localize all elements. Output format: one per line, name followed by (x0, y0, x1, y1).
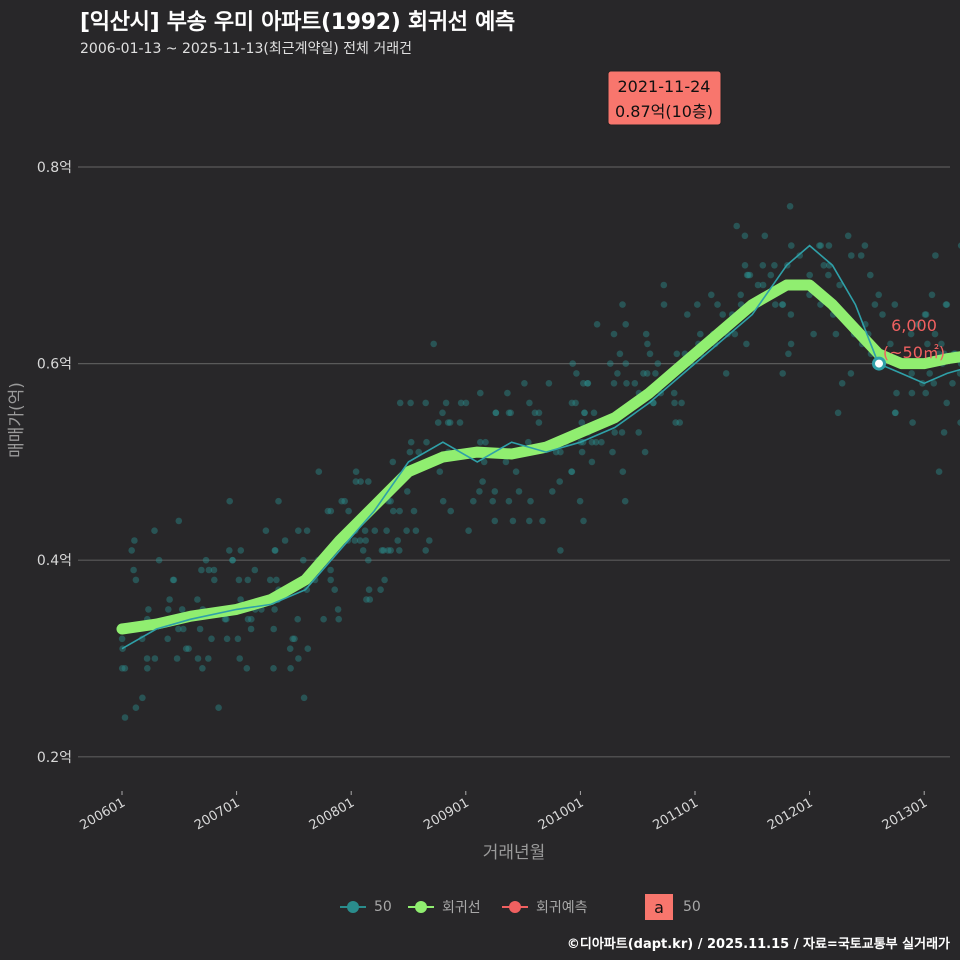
svg-text:201001: 201001 (536, 795, 586, 833)
legend-item-regression[interactable]: 회귀선 (408, 893, 481, 921)
source-footer: ©디아파트(dapt.kr) / 2025.11.15 / 자료=국토교통부 실… (566, 937, 950, 952)
svg-text:2021-11-24: 2021-11-24 (618, 77, 711, 96)
y-axis-title: 매매가(억) (7, 382, 27, 458)
svg-text:200901: 200901 (421, 795, 471, 833)
latest-point (872, 356, 886, 371)
chart-subtitle: 2006-01-13 ~ 2025-11-13(최근계약일) 전체 거래건 (80, 41, 412, 57)
svg-text:200801: 200801 (307, 795, 357, 833)
svg-text:200701: 200701 (192, 795, 242, 833)
svg-text:0.8억: 0.8억 (37, 160, 72, 176)
tooltip-annotation: 2021-11-24 0.87억(10층) (607, 70, 722, 126)
legend-label: 50 (374, 899, 392, 915)
text-label-legend-icon: a (645, 894, 673, 920)
latest-price-label: 6,000 (891, 316, 937, 335)
ma-legend-icon (340, 897, 366, 917)
svg-text:0.6억: 0.6억 (37, 357, 72, 373)
gridlines (78, 166, 950, 758)
legend-item-prediction[interactable]: 회귀예측 (502, 893, 588, 921)
svg-text:0.4억: 0.4억 (37, 553, 72, 569)
legend-item-ma[interactable]: 50 (340, 893, 392, 921)
legend: 50 회귀선 회귀예측 a 50 (0, 893, 960, 921)
latest-area-label: (~50㎡) (883, 343, 945, 362)
svg-text:201301: 201301 (880, 795, 930, 833)
legend-item-label[interactable]: a 50 (645, 893, 701, 921)
moving-average-line (121, 244, 960, 650)
x-axis-title: 거래년월 (483, 843, 546, 863)
svg-text:0.2억: 0.2억 (37, 750, 72, 766)
svg-text:201201: 201201 (765, 795, 815, 833)
regression-line (116, 279, 960, 635)
legend-label: 50 (683, 899, 701, 915)
svg-text:201101: 201101 (651, 795, 701, 833)
x-axis: 200601 200701 200801 200901 201001 201101 2012… (78, 791, 930, 833)
regression-legend-icon (408, 897, 434, 917)
y-axis: 0.2억 0.4억 0.6억 0.8억 (37, 160, 72, 766)
scatter-points (118, 203, 960, 721)
legend-label: 회귀예측 (536, 900, 588, 916)
chart-title: [익산시] 부송 우미 아파트(1992) 회귀선 예측 (80, 10, 515, 35)
svg-text:0.87억(10층): 0.87억(10층) (615, 102, 713, 121)
svg-text:200601: 200601 (78, 795, 128, 833)
legend-label: 회귀선 (442, 900, 481, 916)
prediction-legend-icon (502, 897, 528, 917)
